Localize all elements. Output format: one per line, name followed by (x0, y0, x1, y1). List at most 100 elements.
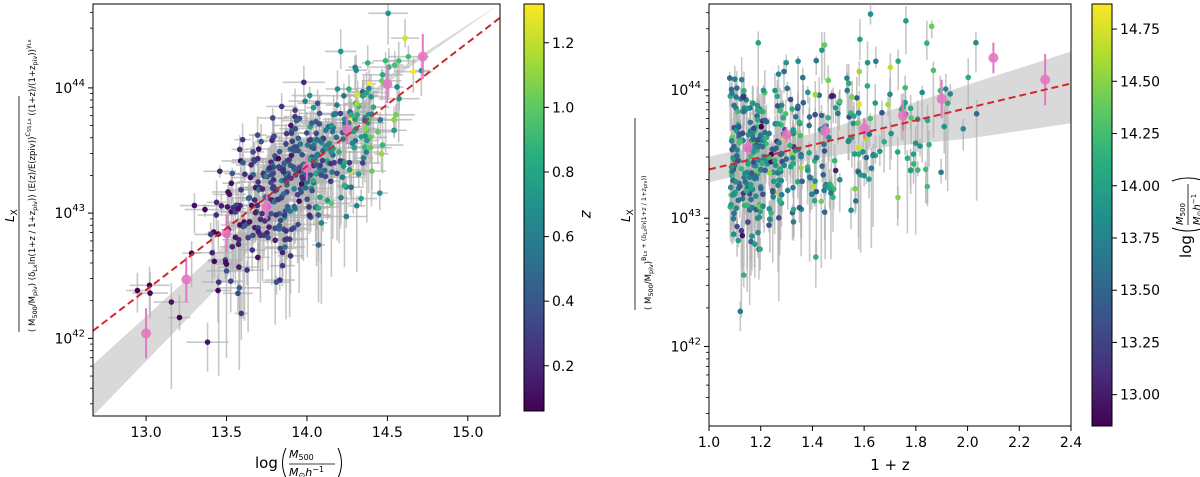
right-point (885, 101, 891, 108)
right-binned-mean (820, 125, 831, 136)
right-point (758, 123, 765, 130)
left-point (268, 210, 274, 217)
right-point (848, 207, 854, 214)
left-point (302, 185, 309, 191)
right-point (739, 130, 746, 137)
left-point (218, 203, 225, 209)
right-point (965, 74, 972, 81)
right-point (762, 117, 768, 124)
left-point (257, 216, 264, 223)
right-point (772, 87, 778, 94)
right-point (864, 83, 871, 89)
right-point (821, 148, 828, 154)
right-point (924, 183, 931, 190)
right-scatter-points (726, 11, 980, 315)
right-x-tick-label: 1.6 (853, 435, 875, 451)
left-y-tick-label: 1042 (54, 328, 85, 347)
left-point (259, 210, 265, 217)
left-point (266, 165, 273, 171)
right-point (778, 177, 785, 184)
left-colorbar-ticks: 0.2 0.4 0.6 0.8 1.0 1.2 (544, 36, 574, 375)
right-point (837, 98, 843, 105)
left-point (239, 136, 246, 143)
left-point (295, 147, 301, 154)
right-x-ticks: 1.0 1.2 1.4 1.6 1.8 2.0 2.2 2.4 (698, 426, 1082, 451)
right-point (944, 100, 951, 107)
right-point (790, 184, 796, 191)
right-point (770, 194, 776, 200)
right-point (887, 64, 894, 71)
right-point (820, 172, 827, 178)
left-point (360, 155, 367, 161)
left-point (306, 204, 312, 210)
right-point (811, 197, 818, 204)
left-point (222, 259, 229, 266)
left-point (363, 149, 370, 155)
right-point (857, 36, 863, 43)
right-colorbar-ticks: 13.00 13.25 13.50 13.75 14.00 14.25 14.50 14.75 (1112, 22, 1160, 404)
right-point (822, 183, 828, 189)
right-point (780, 114, 786, 121)
left-point (374, 129, 381, 135)
left-point (255, 228, 262, 235)
left-point (410, 68, 417, 75)
left-point (306, 137, 313, 144)
right-point (773, 145, 779, 151)
left-binned-mean (261, 201, 272, 212)
right-colorbar-tick-label: 13.00 (1120, 388, 1160, 404)
left-point (147, 290, 153, 296)
right-point (755, 229, 761, 236)
svg-text:M500: M500 (289, 448, 314, 462)
left-point (248, 162, 254, 168)
left-point (258, 138, 264, 145)
left-point (364, 60, 371, 66)
right-point (819, 163, 825, 169)
right-colorbar-tick-label: 14.50 (1120, 74, 1160, 90)
right-x-tick-label: 2.2 (1008, 435, 1030, 451)
left-point (341, 92, 347, 99)
left-point (255, 254, 261, 261)
right-point (812, 178, 818, 184)
right-point (757, 246, 763, 252)
left-point (323, 127, 329, 134)
right-point (851, 113, 857, 119)
right-point (745, 161, 751, 167)
right-point (806, 122, 812, 129)
left-point (402, 35, 408, 41)
right-point (877, 148, 883, 155)
right-point (775, 215, 782, 221)
right-y-tick-label: 1042 (670, 336, 701, 355)
right-point (821, 209, 828, 215)
left-point (225, 189, 231, 195)
right-point (912, 140, 919, 146)
right-y-axis-label: LX ( M500/Mpiv)BLx + (δLxln(1+z / 1+zpiv… (619, 118, 655, 310)
right-point (733, 179, 739, 185)
left-fit-line (93, 16, 500, 332)
right-point (910, 151, 917, 157)
left-y-tick-label: 1044 (54, 78, 85, 97)
left-point (358, 133, 365, 140)
right-point (748, 196, 754, 203)
left-binned-means (141, 34, 428, 359)
left-point (242, 171, 248, 177)
right-point (768, 210, 774, 216)
right-colorbar-tick-label: 14.75 (1120, 22, 1160, 38)
left-point (251, 197, 258, 203)
right-point (825, 77, 832, 84)
right-point (733, 205, 740, 212)
right-point (759, 160, 765, 167)
right-point (812, 111, 818, 118)
right-binned-mean (859, 123, 870, 134)
right-x-tick-label: 2.4 (1060, 435, 1082, 451)
right-point (809, 191, 815, 198)
left-point (296, 198, 302, 204)
left-point (215, 287, 221, 294)
left-point (324, 197, 331, 204)
left-point (319, 157, 326, 164)
left-y-tick-label: 1043 (54, 203, 85, 222)
left-point (364, 137, 370, 144)
right-point (879, 109, 885, 116)
svg-text:log: log (1177, 235, 1195, 258)
left-x-axis-label: log M500 M⊙h−1 (255, 447, 342, 477)
right-point (775, 182, 781, 189)
